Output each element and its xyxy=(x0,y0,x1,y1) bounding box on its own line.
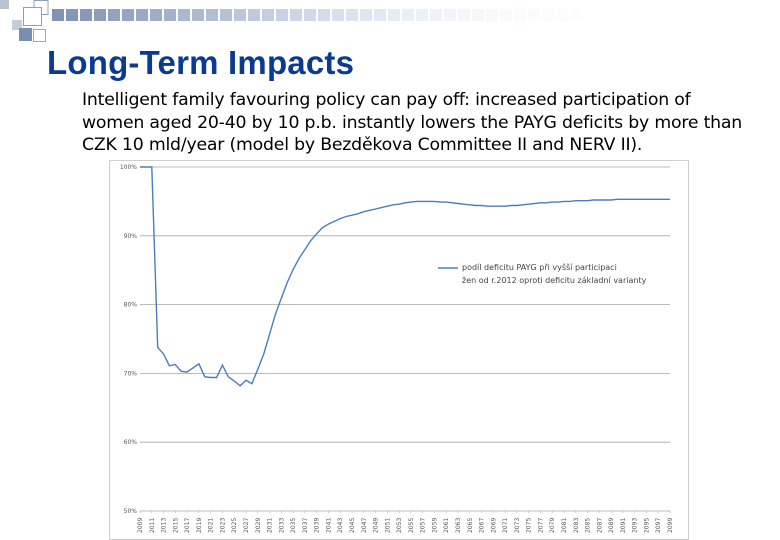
x-tick-label: 2023 xyxy=(219,518,226,533)
x-tick-label: 2029 xyxy=(255,518,262,533)
x-tick-label: 2037 xyxy=(302,518,309,533)
deco-square-dark xyxy=(19,28,32,41)
x-tick-label: 2033 xyxy=(278,518,285,533)
x-tick-label: 2021 xyxy=(208,518,215,533)
x-tick-label: 2073 xyxy=(514,518,521,533)
x-tick-label: 2011 xyxy=(149,518,156,533)
header-decoration xyxy=(0,0,582,42)
x-tick-label: 2059 xyxy=(431,518,438,533)
x-tick-label: 2093 xyxy=(632,518,639,533)
x-tick-label: 2017 xyxy=(184,518,191,533)
x-tick-label: 2065 xyxy=(467,518,474,533)
deco-square-white xyxy=(33,29,46,42)
y-axis-ticks: 50% 60% 70% 80% 90% 100% xyxy=(120,164,137,515)
x-axis-ticks: 2009 2011 2013 2015 2017 2019 2021 2023 2025 2027… xyxy=(137,511,674,533)
x-tick-label: 2081 xyxy=(561,518,568,533)
x-tick-label: 2047 xyxy=(361,518,368,533)
slide-body-text: Intelligent family favouring policy can … xyxy=(82,90,743,155)
x-tick-label: 2097 xyxy=(655,518,662,533)
x-tick-label: 2061 xyxy=(443,518,450,533)
x-tick-label: 2057 xyxy=(420,518,427,533)
x-tick-label: 2085 xyxy=(585,518,592,533)
slide-title: Long-Term Impacts xyxy=(47,44,355,81)
x-tick-label: 2075 xyxy=(526,518,533,533)
deco-square-gray-2 xyxy=(12,20,22,30)
x-tick-label: 2095 xyxy=(643,518,650,533)
x-tick-label: 2013 xyxy=(161,518,168,533)
line-chart: 50% 60% 70% 80% 90% 100% 2009 2011 2013 2015 2017… xyxy=(109,160,689,540)
y-tick-label: 50% xyxy=(124,508,138,515)
x-tick-label: 2031 xyxy=(267,518,274,533)
x-tick-label: 2063 xyxy=(455,518,462,533)
x-tick-label: 2027 xyxy=(243,518,250,533)
deco-gradient-bar xyxy=(52,9,582,21)
y-tick-label: 90% xyxy=(124,233,138,240)
x-tick-label: 2019 xyxy=(196,518,203,533)
x-tick-label: 2099 xyxy=(667,518,674,533)
y-tick-label: 60% xyxy=(124,439,138,446)
x-tick-label: 2071 xyxy=(502,518,509,533)
x-tick-label: 2015 xyxy=(172,518,179,533)
x-tick-label: 2089 xyxy=(608,518,615,533)
legend: podíl deficitu PAYG při vyšší participac… xyxy=(438,262,647,285)
y-tick-label: 80% xyxy=(124,302,138,309)
x-tick-label: 2083 xyxy=(573,518,580,533)
x-tick-label: 2077 xyxy=(537,518,544,533)
x-tick-label: 2043 xyxy=(337,518,344,533)
x-tick-label: 2091 xyxy=(620,518,627,533)
chart-canvas: 50% 60% 70% 80% 90% 100% 2009 2011 2013 2015 2017… xyxy=(120,164,674,533)
x-tick-label: 2051 xyxy=(384,518,391,533)
x-tick-label: 2055 xyxy=(408,518,415,533)
deco-square-outline-2 xyxy=(23,7,42,26)
x-tick-label: 2025 xyxy=(231,518,238,533)
deco-square-gray-1 xyxy=(0,0,9,9)
gridlines xyxy=(140,166,670,512)
x-tick-label: 2049 xyxy=(373,518,380,533)
x-tick-label: 2053 xyxy=(396,518,403,533)
x-tick-label: 2041 xyxy=(325,518,332,533)
y-tick-label: 100% xyxy=(120,164,137,171)
x-tick-label: 2035 xyxy=(290,518,297,533)
x-tick-label: 2067 xyxy=(479,518,486,533)
y-tick-label: 70% xyxy=(124,370,138,377)
x-tick-label: 2087 xyxy=(596,518,603,533)
series-layer xyxy=(140,166,670,387)
x-tick-label: 2045 xyxy=(349,518,356,533)
legend-label: žen od r.2012 oproti deficitu základní v… xyxy=(462,276,647,285)
x-tick-label: 2009 xyxy=(137,518,144,533)
legend-label: podíl deficitu PAYG při vyšší participac… xyxy=(462,262,617,272)
x-tick-label: 2039 xyxy=(314,518,321,533)
x-tick-label: 2079 xyxy=(549,518,556,533)
x-tick-label: 2069 xyxy=(490,518,497,533)
series-line xyxy=(140,166,670,387)
